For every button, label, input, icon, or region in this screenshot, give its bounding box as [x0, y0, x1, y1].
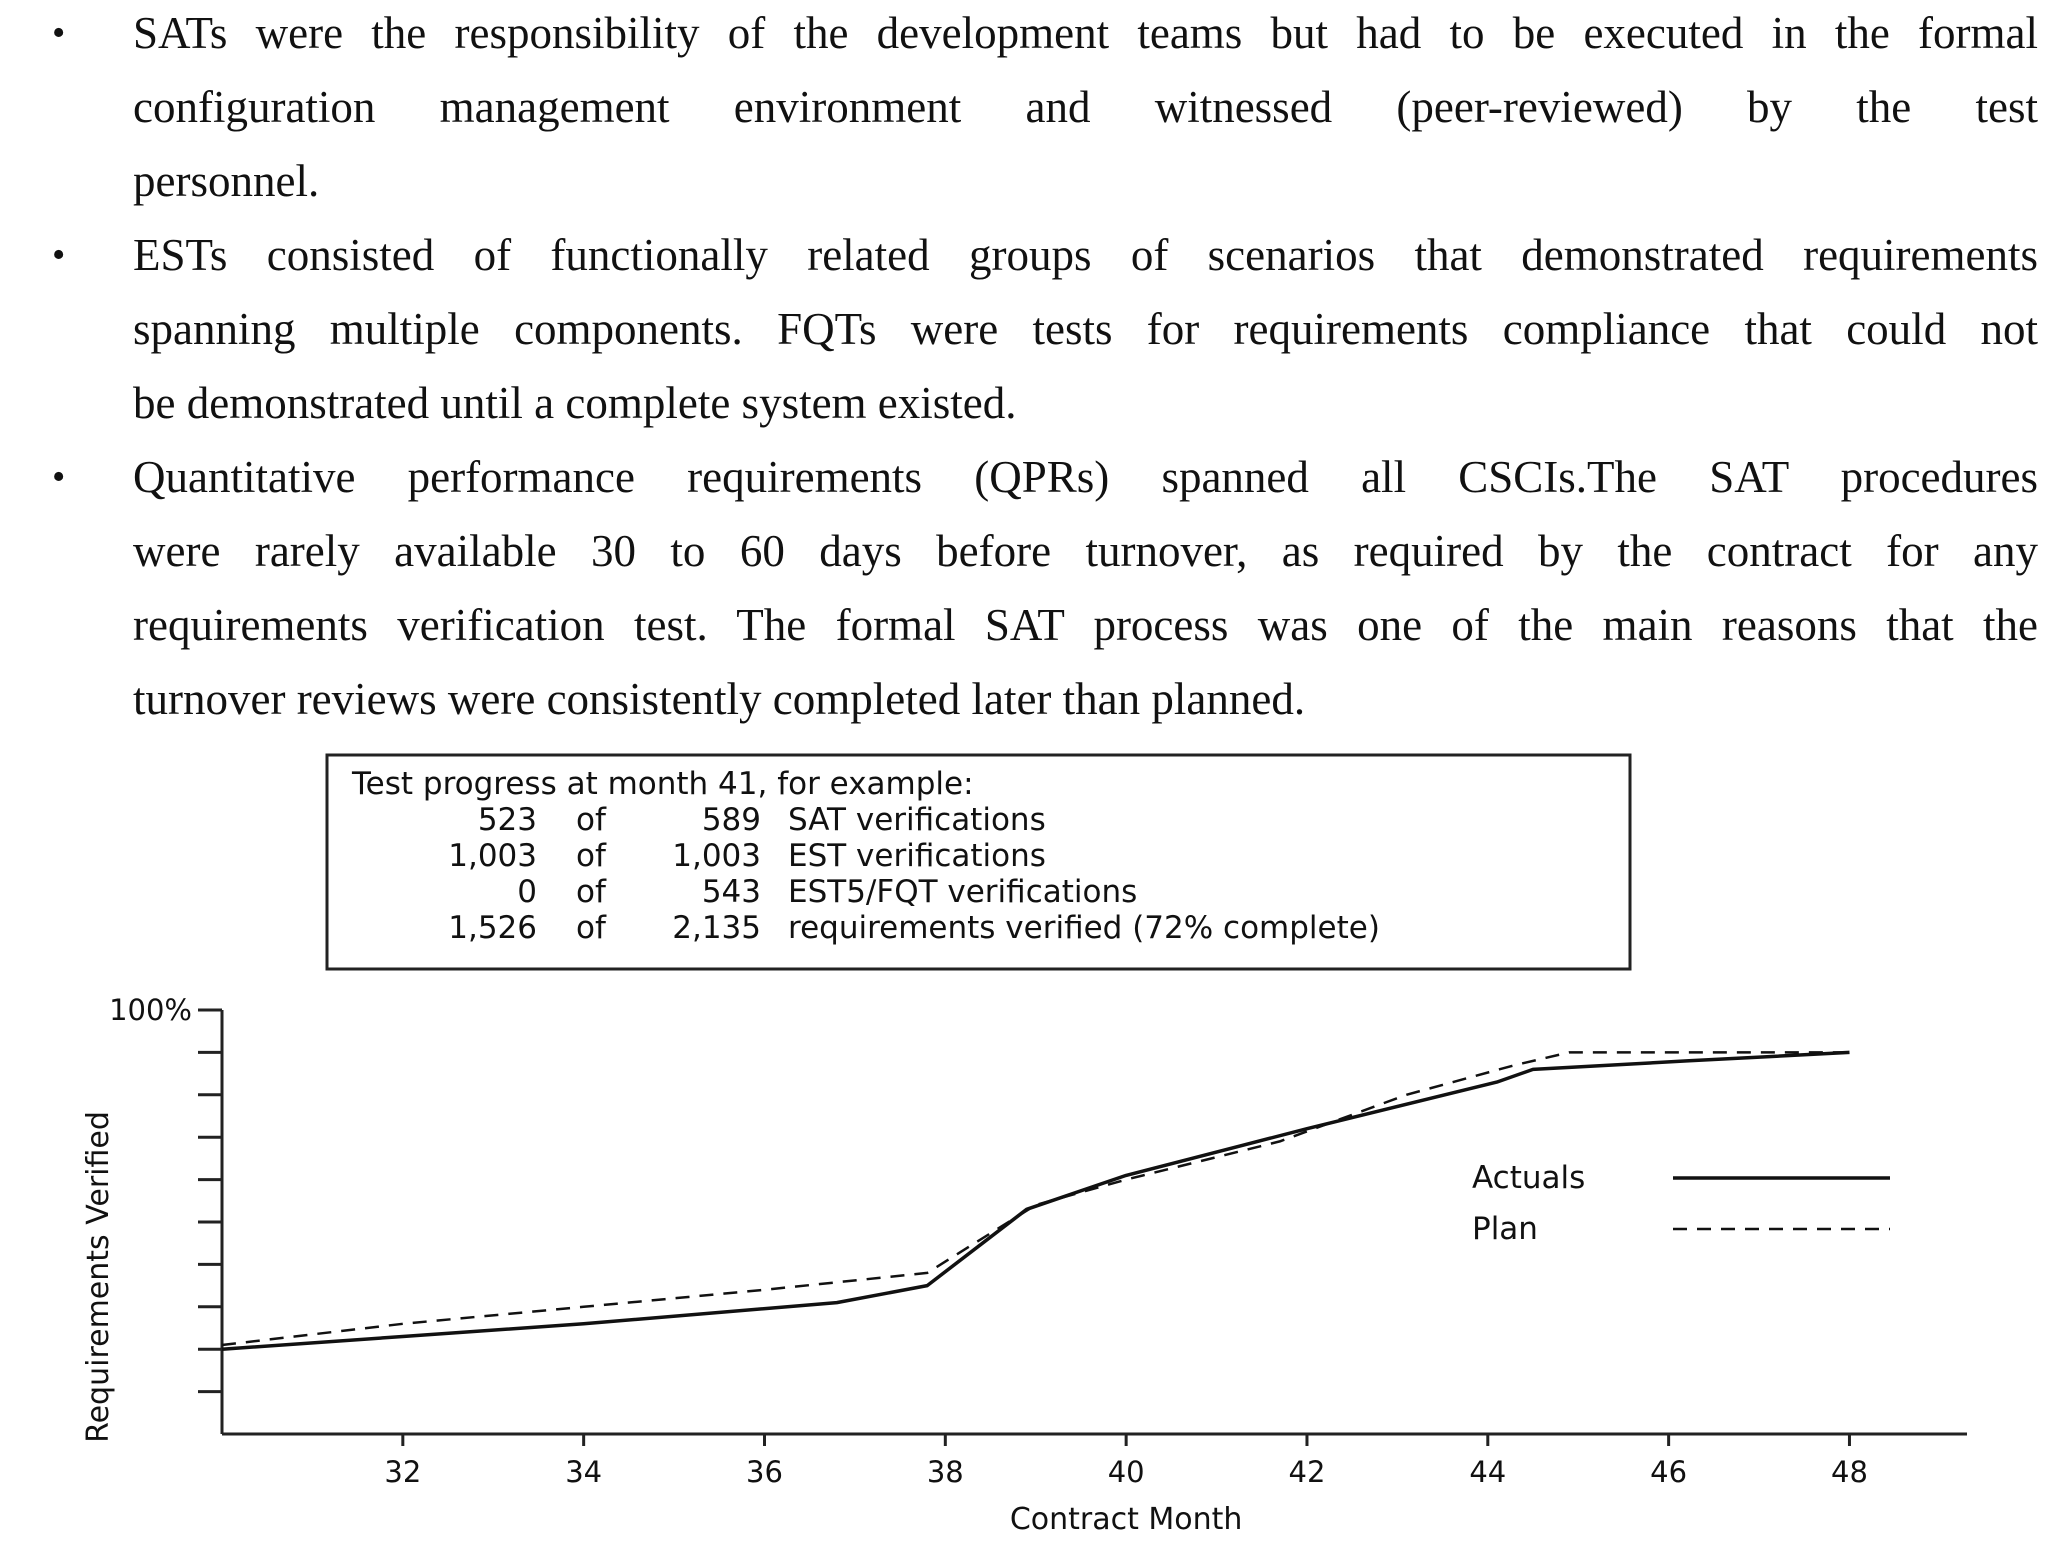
progress-box-frame — [325, 753, 1632, 971]
test-progress-chart: Test progress at month 41, for example: … — [81, 753, 1967, 1537]
progress-row-label: EST5/FQT verifications — [788, 874, 1137, 910]
chart-legend: Actuals Plan — [1472, 1160, 1890, 1247]
x-tick-label: 48 — [1831, 1455, 1868, 1489]
progress-total-count: 589 — [702, 802, 761, 838]
bullet-line: Quantitative performance requirements (Q… — [133, 452, 2038, 502]
progress-row-label: requirements verified (72% complete) — [788, 910, 1380, 946]
bullet-line: turnover reviews were consistently compl… — [133, 674, 1306, 724]
progress-box-title: Test progress at month 41, for example: — [351, 766, 974, 802]
progress-done-count: 1,003 — [448, 838, 537, 874]
bullet-line: be demonstrated until a complete system … — [133, 378, 1017, 428]
progress-done-count: 523 — [478, 802, 537, 838]
progress-box: Test progress at month 41, for example: … — [325, 753, 1632, 971]
legend-label: Plan — [1472, 1211, 1538, 1247]
progress-row-label: EST verifications — [788, 838, 1046, 874]
x-tick-label: 38 — [927, 1455, 964, 1489]
y-axis-title: Requirements Verified — [81, 1111, 116, 1443]
progress-of-label: of — [576, 838, 607, 874]
progress-of-label: of — [576, 802, 607, 838]
bullet-marker: • — [52, 456, 66, 498]
progress-done-count: 0 — [517, 874, 537, 910]
series-line-actuals — [221, 1050, 1850, 1351]
progress-of-label: of — [576, 910, 607, 946]
bullet-line: were rarely available 30 to 60 days befo… — [133, 526, 2038, 576]
chart-series — [221, 1050, 1850, 1351]
bullet-line: SATs were the responsibility of the deve… — [133, 8, 2038, 58]
x-tick-label: 32 — [384, 1455, 421, 1489]
bullet-item: • SATs were the responsibility of the dev… — [0, 0, 2048, 218]
x-tick-label: 44 — [1469, 1455, 1506, 1489]
bullet-item: • Quantitative performance requirements (… — [0, 440, 2048, 736]
y-top-label: 100% — [109, 993, 192, 1027]
x-tick-label: 42 — [1289, 1455, 1326, 1489]
bullet-item: • ESTs consisted of functionally related … — [0, 218, 2048, 440]
x-axis-title: Contract Month — [1010, 1502, 1243, 1536]
bullet-marker: • — [52, 234, 66, 276]
chart-axes: 100% 32 34 36 38 40 42 44 46 48 Contract Month Requ… — [81, 993, 1967, 1537]
x-tick-label: 36 — [746, 1455, 783, 1489]
bullet-line: ESTs consisted of functionally related g… — [133, 230, 2038, 280]
bullet-marker: • — [52, 12, 66, 54]
progress-total-count: 1,003 — [672, 838, 761, 874]
series-line-plan — [221, 1051, 1850, 1347]
bullet-line: spanning multiple components. FQTs were … — [133, 304, 2038, 354]
legend-label: Actuals — [1472, 1160, 1585, 1196]
progress-row-label: SAT verifications — [788, 802, 1046, 838]
progress-of-label: of — [576, 874, 607, 910]
progress-total-count: 2,135 — [672, 910, 761, 946]
progress-done-count: 1,526 — [448, 910, 537, 946]
x-tick-label: 46 — [1650, 1455, 1687, 1489]
bullet-line: requirements verification test. The form… — [133, 600, 2038, 650]
progress-total-count: 543 — [702, 874, 761, 910]
x-tick-label: 40 — [1108, 1455, 1145, 1489]
chart-figure: Test progress at month 41, for example: … — [0, 745, 2048, 1537]
x-tick-label: 34 — [565, 1455, 602, 1489]
bullet-line: configuration management environment and… — [133, 82, 2038, 132]
bullet-line: personnel. — [133, 156, 320, 206]
